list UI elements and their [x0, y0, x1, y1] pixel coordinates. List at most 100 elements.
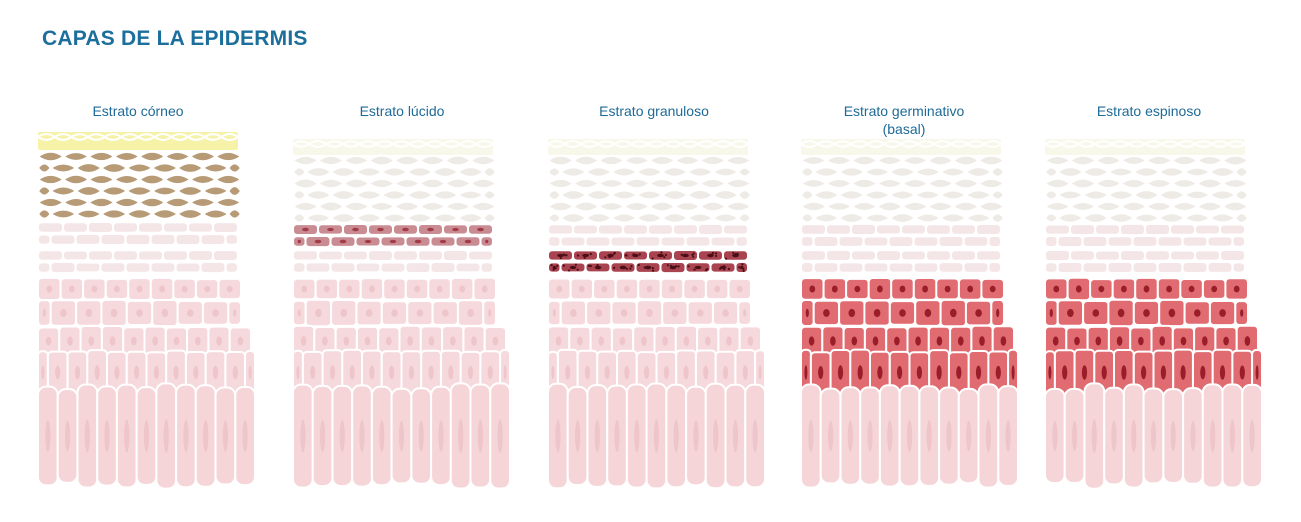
cell-nucleus	[682, 253, 689, 258]
panel-estrato-germinativo: Estrato germinativo (basal)	[789, 102, 1019, 138]
corneo-cell	[329, 212, 359, 224]
cell-nucleus	[1194, 309, 1201, 317]
lucido-cell	[49, 233, 77, 246]
corneo-cell	[342, 177, 371, 190]
panel-label: Estrato lúcido	[287, 102, 517, 138]
cell-nucleus	[1188, 285, 1195, 293]
corneo-cell	[213, 173, 243, 186]
cell-nucleus	[91, 285, 98, 293]
corneo-cell	[1068, 177, 1098, 190]
granuloso-cell	[987, 261, 1002, 274]
cell-granule	[692, 255, 695, 258]
corneo-cell	[87, 150, 116, 163]
lucido-cell	[812, 235, 840, 248]
lucido-cell	[862, 235, 890, 248]
corneo-cell	[291, 200, 321, 213]
corneo-cell	[201, 185, 231, 197]
cell-nucleus	[555, 419, 561, 453]
lucido-cell	[722, 223, 749, 236]
granuloso-cell	[392, 249, 419, 262]
surface-cell	[1209, 140, 1231, 148]
corneo-cell	[559, 212, 588, 224]
corneo-cell	[951, 154, 981, 167]
granuloso-cell	[137, 249, 164, 262]
granuloso-cell	[37, 249, 64, 262]
corneo-cell	[137, 173, 167, 186]
cell-nucleus	[1159, 336, 1165, 346]
cell-granule	[587, 264, 591, 267]
cell-granule	[625, 254, 628, 257]
granuloso-cell	[800, 261, 815, 274]
cell-nucleus	[310, 365, 316, 380]
corneo-cell	[888, 166, 917, 178]
corneo-cell	[799, 155, 829, 166]
cell-nucleus	[1180, 336, 1187, 346]
lucido-cell	[887, 235, 915, 249]
surface-cell	[1093, 140, 1114, 148]
corneo-cell	[837, 166, 867, 178]
granuloso-cell	[1081, 261, 1109, 274]
granuloso-cell	[1069, 249, 1096, 262]
corneo-cell	[711, 189, 740, 201]
surface-cell	[1059, 140, 1081, 148]
cell-nucleus	[485, 239, 489, 244]
granuloso-cell	[112, 249, 139, 262]
surface-cell	[152, 132, 174, 142]
corneo-cell	[367, 201, 397, 212]
cell-nucleus	[46, 285, 53, 293]
corneo-cell	[698, 154, 728, 167]
cell-nucleus	[1101, 365, 1107, 380]
cell-nucleus	[1141, 365, 1147, 380]
cell-granule	[554, 267, 557, 270]
lucido-cell	[825, 223, 852, 236]
cell-granule	[638, 253, 641, 256]
cell-granule	[742, 269, 745, 272]
surface-cell	[357, 140, 379, 148]
panel-label: Estrato granuloso	[539, 102, 769, 138]
lucido-cell	[800, 223, 827, 236]
cell-granule	[589, 264, 592, 268]
corneo-cell	[875, 200, 905, 213]
lucido-cell	[697, 222, 724, 236]
cell-nucleus	[1255, 365, 1259, 380]
granuloso-cell	[292, 249, 319, 262]
corneo-cell	[1157, 189, 1187, 201]
cell-nucleus	[195, 336, 201, 346]
cell-granule	[723, 268, 726, 271]
corneo-cell	[799, 212, 815, 224]
cell-nucleus	[936, 365, 942, 380]
granuloso-cell	[342, 249, 369, 262]
cell-nucleus	[114, 365, 120, 380]
lucido-cell	[87, 221, 114, 234]
cell-nucleus	[248, 365, 252, 380]
cell-granule	[706, 268, 709, 271]
lucido-cell	[634, 235, 662, 248]
cell-nucleus	[232, 365, 238, 380]
granuloso-cell	[1144, 249, 1171, 262]
granuloso-cell	[1169, 249, 1196, 262]
cell-nucleus	[556, 285, 563, 293]
corneo-cell	[737, 212, 753, 224]
cell-nucleus	[653, 419, 660, 453]
corneo-cell	[380, 212, 409, 224]
cell-nucleus	[915, 336, 921, 346]
granuloso-cell	[887, 261, 915, 274]
cell-nucleus	[1117, 308, 1125, 318]
cell-nucleus	[1190, 420, 1196, 452]
surface-cell	[1076, 140, 1097, 148]
corneo-cell	[36, 208, 52, 220]
cell-nucleus	[109, 336, 116, 346]
corneo-cell	[571, 200, 601, 213]
granuloso-cell	[1094, 249, 1121, 262]
corneo-cell	[380, 189, 409, 201]
lucido-cell	[1044, 223, 1071, 236]
corneo-cell	[571, 177, 601, 190]
cell-nucleus	[975, 309, 982, 317]
cell-nucleus	[488, 309, 492, 317]
corneo-cell	[354, 212, 384, 224]
cell-nucleus	[607, 253, 614, 258]
corneo-cell	[482, 166, 498, 178]
cell-nucleus	[84, 419, 90, 453]
corneo-cell	[304, 189, 333, 201]
corneo-cell	[316, 200, 346, 213]
